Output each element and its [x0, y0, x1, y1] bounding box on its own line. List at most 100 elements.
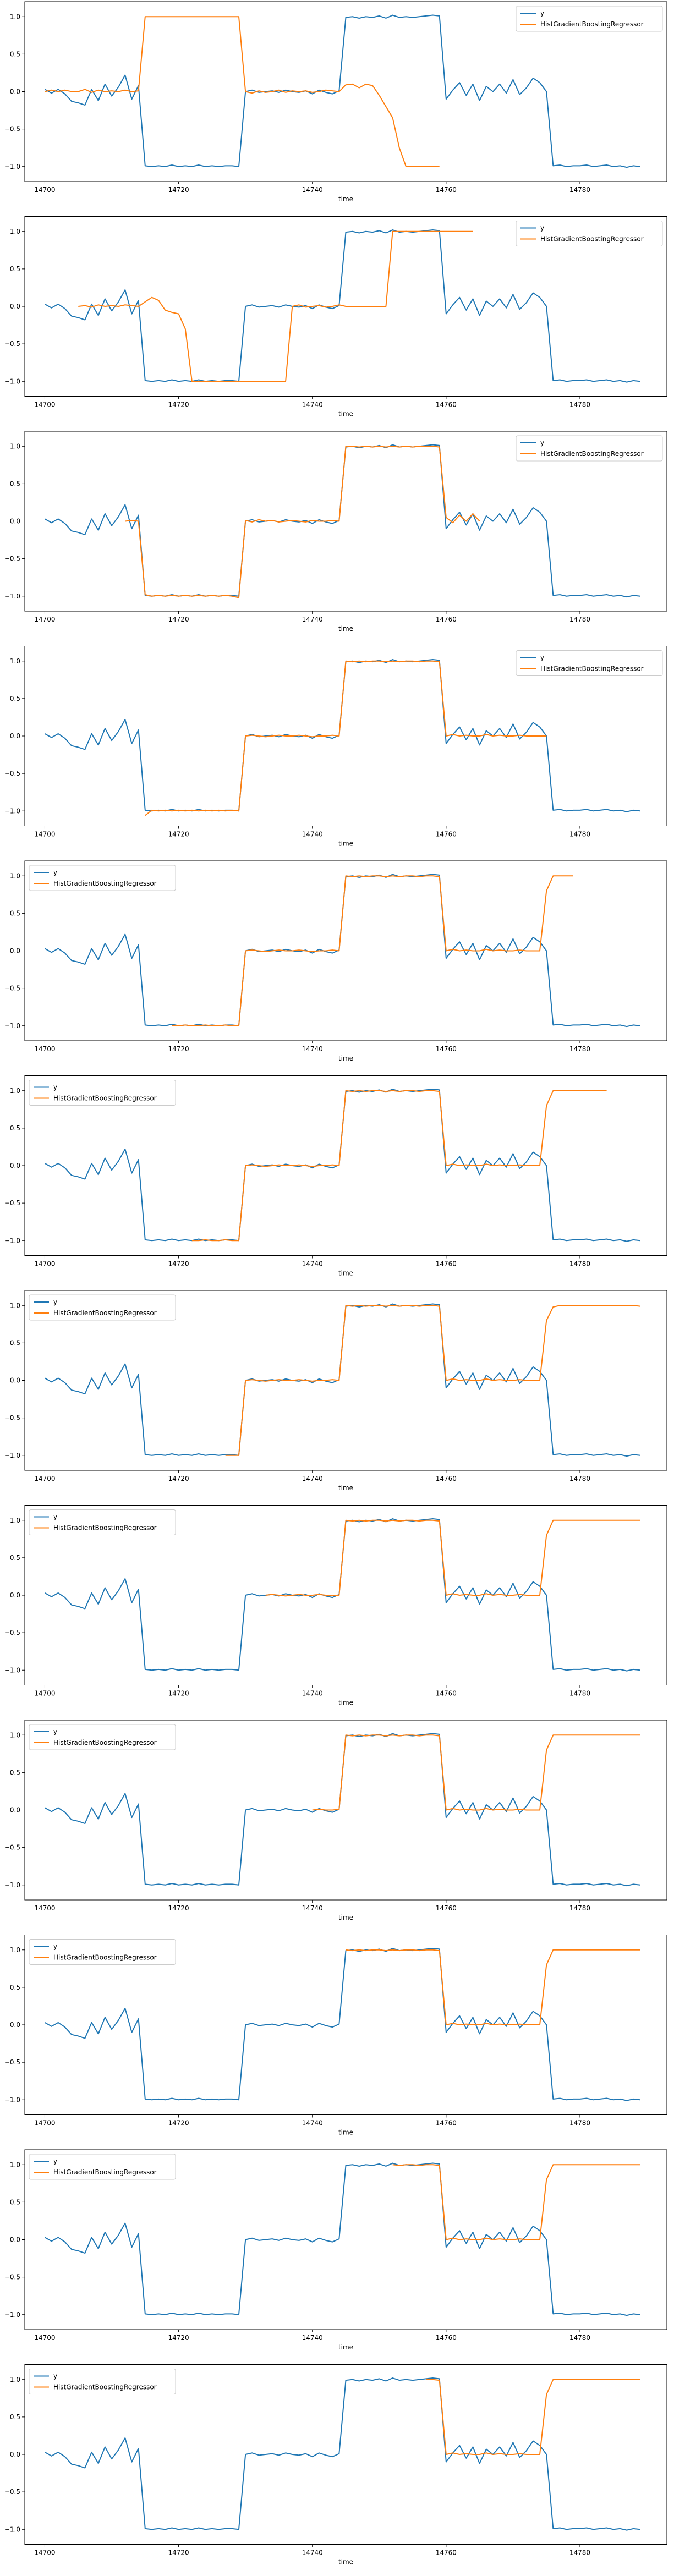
x-axis-label: time	[338, 2343, 353, 2351]
y-tick-label: 0.5	[10, 480, 20, 487]
y-tick-label: 1.0	[10, 13, 20, 20]
legend-label: y	[540, 439, 544, 447]
series-line-prediction	[346, 1949, 640, 2025]
series-line-y	[44, 874, 640, 1028]
x-tick-label: 14720	[168, 1475, 189, 1482]
y-tick-label: 1.0	[10, 442, 20, 450]
y-tick-label: −1.0	[4, 807, 20, 815]
x-tick-label: 14720	[168, 2119, 189, 2127]
y-tick-label: 1.0	[10, 1946, 20, 1954]
x-tick-label: 14740	[302, 2549, 323, 2557]
x-axis-label: time	[338, 840, 353, 848]
legend-box	[29, 1724, 176, 1750]
legend-label: y	[53, 1943, 57, 1951]
y-tick-label: 1.0	[10, 228, 20, 235]
chart-panel-12: 14700 14720 14740 14760 14780 −1.0 −0.5 0.0 0.5 1…	[4, 2364, 667, 2566]
legend-box	[29, 1080, 176, 1106]
y-tick-label: 1.0	[10, 2161, 20, 2168]
x-tick-label: 14720	[168, 2549, 189, 2557]
y-tick-label: 1.0	[10, 2376, 20, 2383]
y-tick-label: 0.0	[10, 732, 20, 740]
legend-label: y	[53, 1084, 57, 1091]
x-tick-label: 14760	[436, 2549, 457, 2557]
x-tick-label: 14700	[34, 1045, 55, 1053]
x-tick-label: 14700	[34, 1690, 55, 1698]
chart-panel-11: 14700 14720 14740 14760 14780 −1.0 −0.5 0.0 0.5 1…	[4, 2149, 667, 2351]
legend-label: y	[540, 654, 544, 662]
x-tick-label: 14700	[34, 616, 55, 623]
x-tick-label: 14740	[302, 1045, 323, 1053]
x-tick-label: 14740	[302, 1904, 323, 1912]
series-line-y	[44, 659, 640, 812]
x-tick-label: 14700	[34, 2334, 55, 2342]
x-tick-label: 14760	[436, 1904, 457, 1912]
x-tick-label: 14700	[34, 2119, 55, 2127]
legend: y HistGradientBoostingRegressor	[29, 1509, 176, 1535]
chart-panel-6: 14700 14720 14740 14760 14780 −1.0 −0.5 0.0 0.5 1…	[4, 1075, 667, 1277]
x-tick-label: 14760	[436, 186, 457, 194]
x-tick-label: 14760	[436, 2334, 457, 2342]
series-line-prediction	[426, 2379, 640, 2455]
x-tick-label: 14720	[168, 186, 189, 194]
x-tick-label: 14700	[34, 831, 55, 838]
y-tick-label: 0.0	[10, 2236, 20, 2244]
series-line-y	[44, 14, 640, 168]
series-line-y	[44, 1948, 640, 2101]
series-line-prediction	[125, 446, 480, 598]
x-tick-label: 14780	[569, 2334, 590, 2342]
y-tick-label: 0.5	[10, 2413, 20, 2421]
legend-box	[516, 435, 663, 462]
x-axis-label: time	[338, 1054, 353, 1062]
y-tick-label: 0.5	[10, 1768, 20, 1776]
y-tick-label: 0.0	[10, 1162, 20, 1169]
y-tick-label: −0.5	[4, 340, 20, 348]
series-line-y	[44, 1733, 640, 1887]
series-line-prediction	[145, 660, 547, 816]
y-tick-label: −0.5	[4, 555, 20, 563]
x-tick-label: 14740	[302, 2334, 323, 2342]
y-tick-label: 1.0	[10, 872, 20, 880]
legend-box	[29, 1939, 176, 1965]
x-tick-label: 14740	[302, 616, 323, 623]
y-tick-label: 1.0	[10, 657, 20, 665]
x-tick-label: 14760	[436, 401, 457, 409]
legend-label: HistGradientBoostingRegressor	[53, 1524, 157, 1532]
y-tick-label: −1.0	[4, 2525, 20, 2533]
y-tick-label: −1.0	[4, 2096, 20, 2103]
x-tick-label: 14740	[302, 2119, 323, 2127]
legend-label: y	[53, 2372, 57, 2380]
x-axis-label: time	[338, 1699, 353, 1707]
series-line-y	[44, 2162, 640, 2316]
y-tick-label: 1.0	[10, 1301, 20, 1309]
y-tick-label: −1.0	[4, 1666, 20, 1674]
x-tick-label: 14760	[436, 831, 457, 838]
y-tick-label: 0.0	[10, 2021, 20, 2029]
y-tick-label: 1.0	[10, 1517, 20, 1524]
x-tick-label: 14700	[34, 1904, 55, 1912]
series-line-prediction	[312, 1734, 640, 1811]
x-axis-label: time	[338, 1914, 353, 1921]
y-tick-label: 1.0	[10, 1731, 20, 1739]
legend-box	[516, 650, 663, 676]
x-tick-label: 14760	[436, 1260, 457, 1268]
y-tick-label: 0.0	[10, 2451, 20, 2458]
x-tick-label: 14780	[569, 1260, 590, 1268]
x-axis-label: time	[338, 410, 353, 418]
legend-box	[516, 221, 663, 246]
legend-label: HistGradientBoostingRegressor	[540, 665, 644, 673]
y-tick-label: −0.5	[4, 2488, 20, 2496]
x-tick-label: 14740	[302, 1260, 323, 1268]
x-axis-label: time	[338, 1270, 353, 1277]
x-axis-label: time	[338, 2558, 353, 2566]
series-line-prediction	[45, 16, 440, 167]
x-axis-label: time	[338, 1484, 353, 1492]
y-tick-label: 0.5	[10, 265, 20, 273]
y-tick-label: 0.5	[10, 695, 20, 702]
y-tick-label: −0.5	[4, 1199, 20, 1207]
x-axis-label: time	[338, 195, 353, 203]
legend-box	[29, 2369, 176, 2394]
x-tick-label: 14780	[569, 616, 590, 623]
legend-label: y	[53, 1728, 57, 1735]
chart-panel-10: 14700 14720 14740 14760 14780 −1.0 −0.5 0.0 0.5 1…	[4, 1935, 667, 2136]
x-tick-label: 14760	[436, 2119, 457, 2127]
